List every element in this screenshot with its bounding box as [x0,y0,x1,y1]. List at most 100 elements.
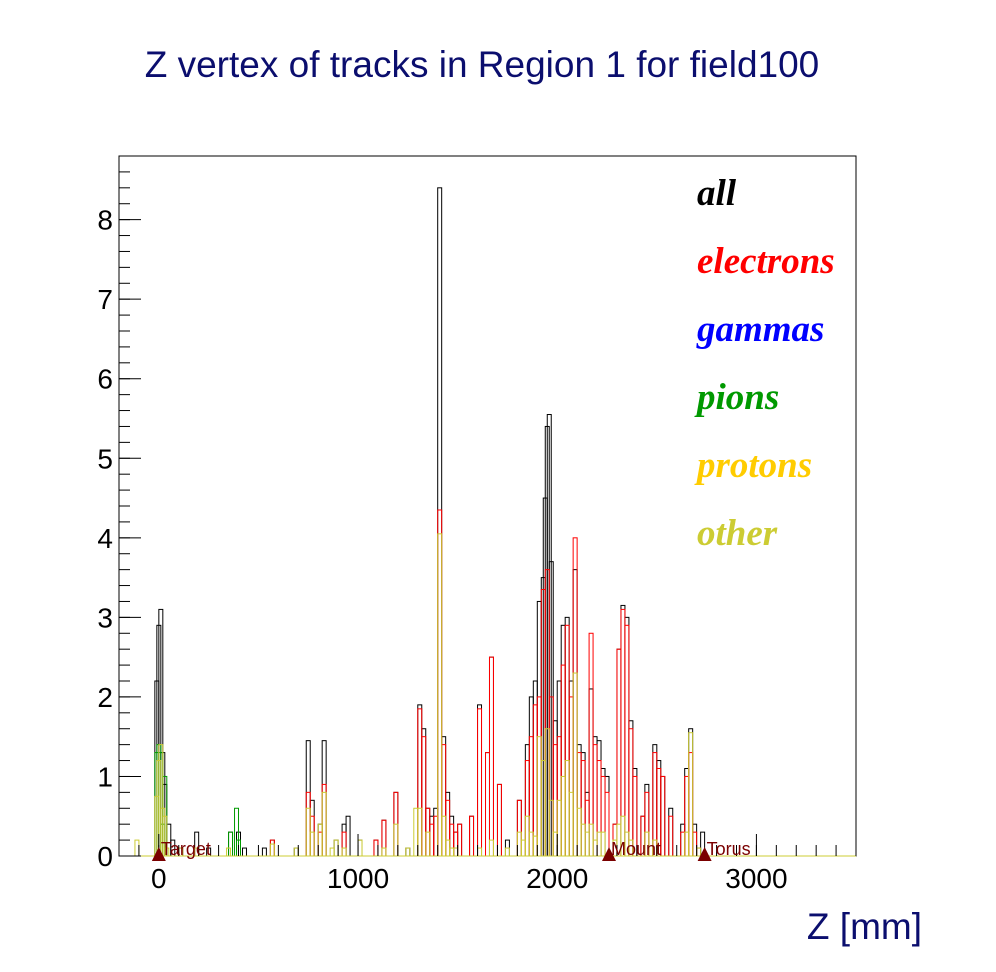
bin-other-28 [445,839,451,857]
bin-other-36 [524,815,530,857]
bin-all-57 [560,624,566,857]
bin-electrons-9 [417,708,423,857]
bin-electrons-29 [536,696,542,857]
bin-electrons-33 [552,744,558,857]
legend-entry-electrons: electrons [697,241,835,282]
bin-all-13 [261,847,267,857]
bin-other-51 [584,831,590,857]
bin-all-46 [524,744,530,857]
bin-other-22 [405,847,411,857]
bin-electrons-19 [457,823,463,857]
bin-electrons-25 [516,799,522,857]
bin-electrons-49 [620,608,626,857]
bin-electrons-48 [616,648,622,857]
bin-other-37 [528,831,534,857]
bin-electrons-24 [496,783,502,857]
bin-electrons-45 [600,775,606,857]
legend-entry-pions: pions [697,377,780,418]
bin-electrons-51 [628,728,634,857]
bin-other-17 [333,839,339,857]
bin-electrons-57 [660,775,666,857]
bin-all-25 [381,819,387,857]
bin-electrons-12 [429,823,435,857]
bin-all-35 [445,791,451,857]
bin-electrons-10 [421,736,427,857]
bin-all-59 [568,680,574,857]
bin-all-60 [572,569,578,857]
bin-all-63 [584,791,590,857]
bin-electrons-44 [596,760,602,857]
bin-other-33 [504,847,510,857]
bin-all-18 [317,823,323,857]
bin-all-36 [449,815,455,857]
bin-all-41 [485,752,490,857]
markers-group: Target Mount Torus [151,839,751,861]
bin-other-30 [453,847,459,857]
bin-all-71 [620,604,626,857]
bin-all-55 [552,720,558,857]
bin-all-27 [405,847,411,857]
bin-other-65 [696,847,702,857]
y-tick-label-7: 7 [97,284,113,315]
bin-electrons-61 [688,752,694,857]
bin-other-64 [688,732,694,857]
bin-other-24 [417,807,423,857]
bin-electrons-42 [588,632,594,857]
bin-other-20 [381,847,387,857]
bin-electrons-62 [692,831,698,857]
bin-electrons-22 [485,752,490,857]
bin-all-56 [556,680,562,857]
bin-electrons-26 [524,760,530,857]
marker-torus-label: Torus [707,839,751,859]
y-tick-label-8: 8 [97,205,113,236]
bin-all-23 [357,839,363,857]
bin-other-32 [488,839,494,857]
bin-electrons-34 [556,736,562,857]
bin-electrons-16 [445,799,451,857]
bin-all-62 [580,752,586,857]
bin-all-20 [333,839,339,857]
bin-all-34 [441,736,447,857]
bin-electrons-59 [680,831,686,857]
bin-all-33 [437,187,443,857]
y-tick-label-5: 5 [97,443,113,474]
bin-other-21 [393,823,399,857]
bin-other-26 [437,533,443,857]
bin-all-81 [680,823,686,857]
legend: all electrons gammas pions protons other [697,160,835,568]
bin-other-29 [449,847,455,857]
bin-electrons-4 [321,783,327,857]
bin-all-67 [600,768,606,857]
bin-all-24 [373,839,379,857]
bin-electrons-38 [572,537,578,857]
bin-other-38 [532,835,538,857]
marker-mount-triangle [602,847,617,861]
bin-other-35 [520,839,526,857]
bin-all-17 [309,799,315,857]
bin-all-28 [417,704,423,857]
bin-electrons-60 [684,775,690,857]
bin-other-45 [560,775,566,857]
y-tick-label-4: 4 [97,523,113,554]
bin-all-70 [616,648,622,857]
bin-all-84 [692,823,698,857]
legend-entry-all: all [697,173,737,214]
bin-all-43 [496,783,502,857]
bin-electrons-58 [668,815,674,857]
bin-other-43 [552,831,558,857]
y-tick-label-1: 1 [97,761,113,792]
bin-all-37 [453,831,459,857]
bin-other-27 [441,815,447,857]
bin-all-38 [457,823,463,857]
x-tick-label-2000: 2000 [526,863,588,894]
bin-all-82 [684,768,690,857]
bin-electrons-5 [341,831,347,857]
bin-electrons-23 [488,656,494,857]
bin-electrons-15 [441,744,447,857]
bin-all-61 [576,744,582,857]
bin-all-73 [628,720,634,857]
bin-all-21 [341,823,347,857]
bin-all-45 [516,799,522,857]
bin-all-15 [293,847,299,857]
